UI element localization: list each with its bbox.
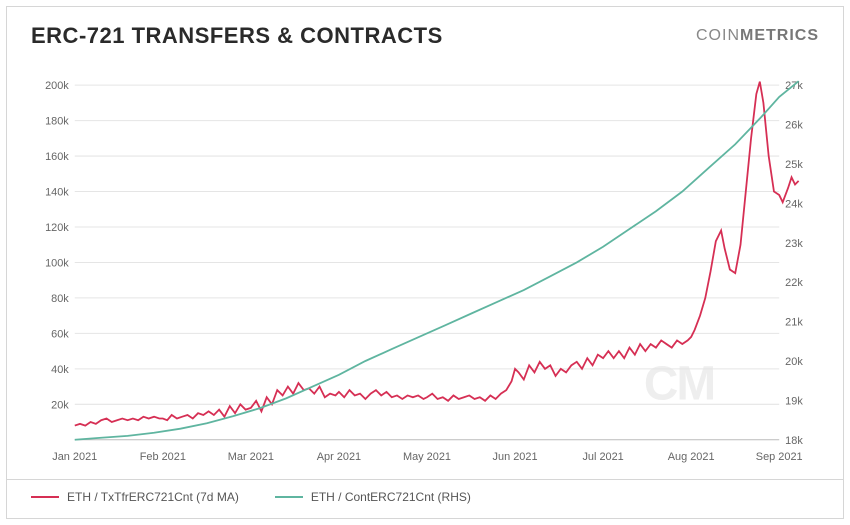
legend-swatch [31,496,59,498]
x-tick-label: Sep 2021 [756,451,803,463]
x-tick-label: Feb 2021 [140,451,186,463]
y-left-tick-label: 40k [51,364,69,376]
y-left-tick-label: 140k [45,187,69,199]
y-left-tick-label: 180k [45,116,69,128]
y-right-tick-label: 24k [785,198,803,210]
y-right-labels: 18k19k20k21k22k23k24k25k26k27k [785,80,803,447]
y-left-tick-label: 60k [51,328,69,340]
x-tick-label: May 2021 [403,451,451,463]
legend-item: ETH / TxTfrERC721Cnt (7d MA) [31,490,239,504]
y-left-tick-label: 160k [45,151,69,163]
chart-frame: ERC-721 TRANSFERS & CONTRACTS COINMETRIC… [6,6,844,519]
x-tick-label: Jun 2021 [493,451,538,463]
legend-label: ETH / ContERC721Cnt (RHS) [311,490,471,504]
legend: ETH / TxTfrERC721Cnt (7d MA) ETH / ContER… [7,479,843,514]
y-right-tick-label: 26k [785,120,803,132]
x-tick-label: Aug 2021 [668,451,715,463]
chart-area: CM 20k40k60k80k100k120k140k160k180k200k … [27,67,823,470]
x-tick-label: Jul 2021 [582,451,623,463]
brand-text-bold: METRICS [740,27,819,44]
brand-logo: COINMETRICS [696,27,819,45]
watermark: CM [644,356,714,410]
y-right-tick-label: 18k [785,435,803,447]
y-left-tick-label: 120k [45,222,69,234]
x-tick-label: Apr 2021 [317,451,361,463]
chart-title: ERC-721 TRANSFERS & CONTRACTS [31,23,443,49]
y-right-tick-label: 23k [785,238,803,250]
y-left-tick-label: 100k [45,257,69,269]
chart-svg: CM 20k40k60k80k100k120k140k160k180k200k … [27,67,823,470]
y-right-tick-label: 19k [785,395,803,407]
y-left-tick-label: 200k [45,80,69,92]
brand-text-thin: COIN [696,27,740,44]
y-left-tick-label: 80k [51,293,69,305]
y-right-tick-label: 21k [785,317,803,329]
legend-label: ETH / TxTfrERC721Cnt (7d MA) [67,490,239,504]
y-right-tick-label: 25k [785,159,803,171]
legend-item: ETH / ContERC721Cnt (RHS) [275,490,471,504]
x-labels: Jan 2021 Feb 2021 Mar 2021 Apr 2021 May 2021… [52,451,802,463]
x-tick-label: Mar 2021 [228,451,274,463]
legend-swatch [275,496,303,498]
y-left-labels: 20k 40k 60k 80k 100k 120k 140k 160k 180k 200k [45,80,69,411]
y-left-tick-label: 20k [51,399,69,411]
y-right-tick-label: 22k [785,277,803,289]
watermark-text: CM [644,356,714,410]
y-right-tick-label: 20k [785,356,803,368]
header: ERC-721 TRANSFERS & CONTRACTS COINMETRIC… [7,7,843,57]
x-tick-label: Jan 2021 [52,451,97,463]
